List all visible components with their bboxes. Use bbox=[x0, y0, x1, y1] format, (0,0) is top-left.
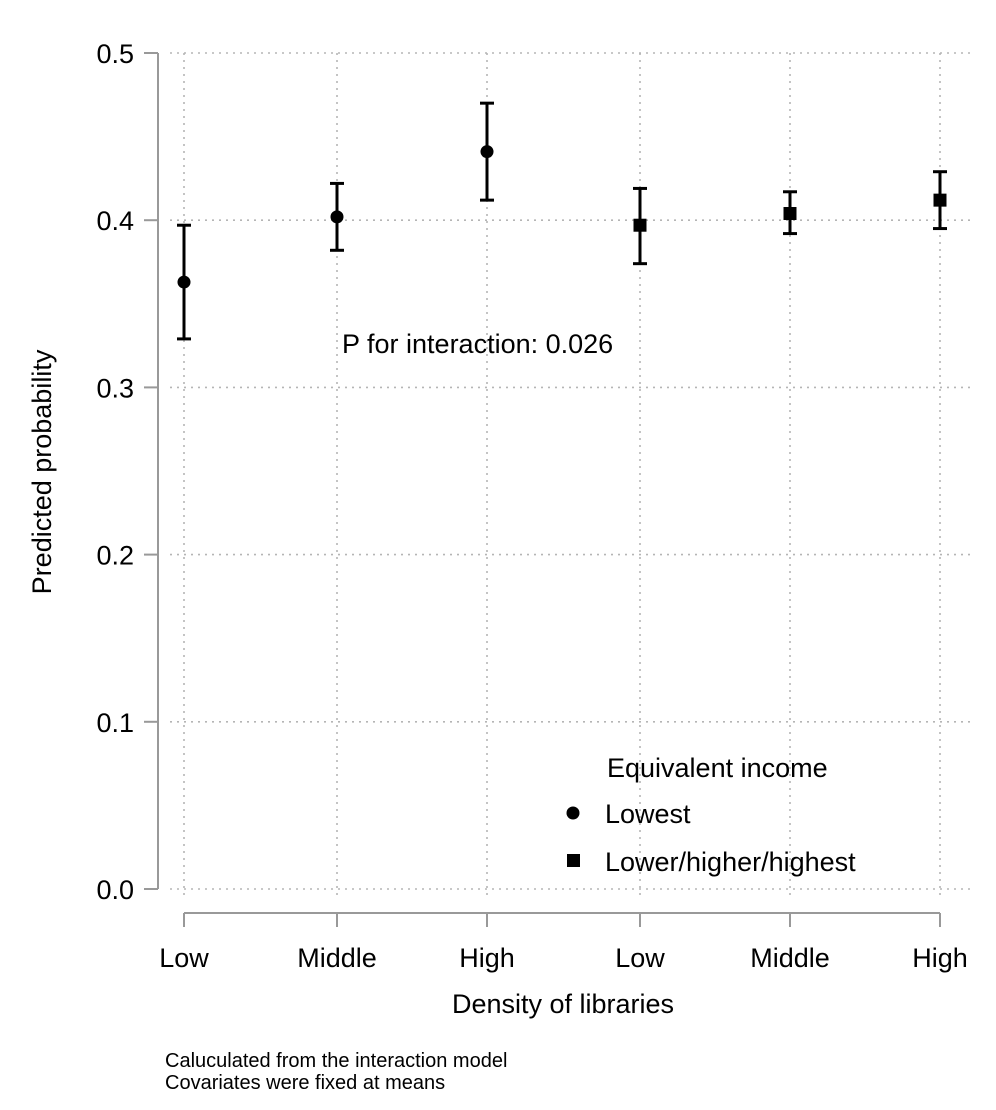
x-tick-label: Low bbox=[159, 943, 209, 973]
legend-label-lowest: Lowest bbox=[605, 799, 691, 829]
x-tick-label: Low bbox=[615, 943, 665, 973]
interaction-p-value-annotation: P for interaction: 0.026 bbox=[342, 329, 613, 359]
point-lowest bbox=[177, 275, 191, 289]
x-tick-label: High bbox=[912, 943, 968, 973]
legend-title: Equivalent income bbox=[607, 753, 828, 783]
x-tick-label: High bbox=[459, 943, 515, 973]
y-axis-label: Predicted probability bbox=[27, 349, 57, 594]
point-lower-higher-highest bbox=[633, 218, 647, 232]
y-tick-label: 0.4 bbox=[96, 206, 134, 236]
y-tick-label: 0.1 bbox=[96, 708, 134, 738]
y-tick-label: 0.5 bbox=[96, 39, 134, 69]
y-tick-label: 0.3 bbox=[96, 373, 134, 403]
footnote-2: Covariates were fixed at means bbox=[165, 1072, 446, 1094]
legend-marker-lowest bbox=[566, 806, 580, 820]
chart: 0.0 0.1 0.2 0.3 0.4 0.5 Low Middle High Low Middle… bbox=[27, 39, 970, 1019]
axes: 0.0 0.1 0.2 0.3 0.4 0.5 Low Middle High Low Middle… bbox=[96, 39, 967, 973]
footnote-1: Caluculated from the interaction model bbox=[165, 1050, 508, 1072]
x-tick-label: Middle bbox=[750, 943, 830, 973]
data-marks bbox=[177, 101, 947, 341]
point-lowest bbox=[480, 145, 494, 159]
legend-marker-lower-higher-highest bbox=[567, 854, 580, 867]
x-axis-label: Density of libraries bbox=[452, 989, 674, 1019]
legend-label-lower-higher-highest: Lower/higher/highest bbox=[605, 847, 856, 877]
point-lowest bbox=[330, 210, 344, 224]
grid-lines bbox=[170, 52, 970, 899]
legend: Equivalent income Lowest Lower/higher/hi… bbox=[566, 753, 856, 877]
point-lower-higher-highest bbox=[783, 207, 797, 221]
y-tick-label: 0.2 bbox=[96, 541, 134, 571]
point-lower-higher-highest bbox=[933, 193, 947, 207]
y-tick-label: 0.0 bbox=[96, 875, 134, 905]
x-tick-label: Middle bbox=[297, 943, 377, 973]
